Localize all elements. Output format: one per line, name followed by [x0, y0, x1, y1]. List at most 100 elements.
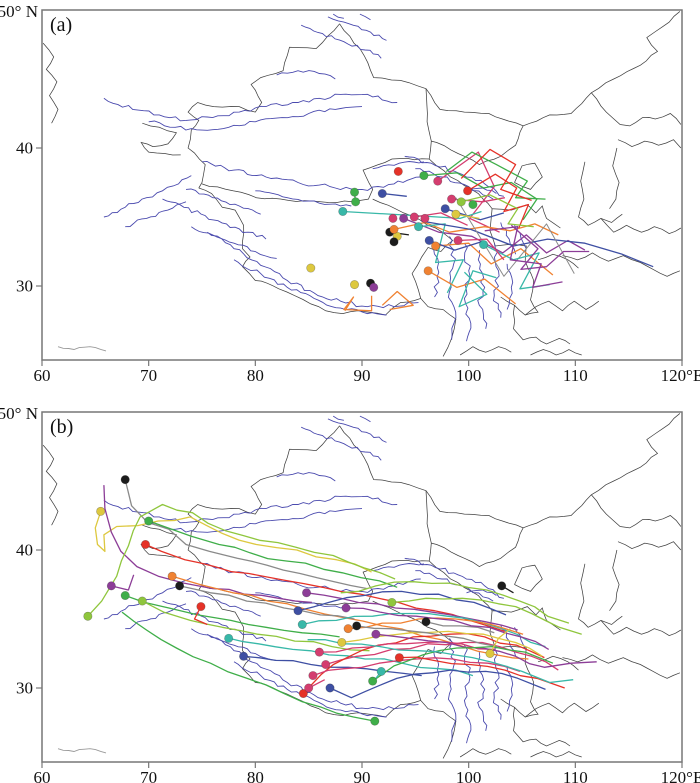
panel-map-layer — [42, 413, 682, 759]
province-border-line — [537, 655, 579, 671]
vortex-track-line — [121, 611, 375, 722]
genesis-dot — [175, 581, 185, 591]
genesis-dot — [369, 282, 379, 292]
province-border-line — [431, 527, 524, 568]
terrain-contour-line — [191, 226, 277, 259]
province-border-line — [514, 564, 543, 592]
province-border-line — [578, 563, 623, 628]
terrain-contour-line — [57, 748, 107, 754]
genesis-dot — [338, 206, 348, 216]
terrain-contour-line — [463, 644, 472, 744]
vortex-track-line — [302, 612, 546, 648]
terrain-contour-line — [433, 244, 440, 298]
axes-box — [41, 9, 683, 361]
vortex-track-line — [483, 244, 550, 290]
terrain-contour-line — [327, 16, 387, 41]
vortex-track-line — [340, 581, 570, 624]
y-axis-top-label: 50° N — [0, 2, 38, 21]
genesis-dot — [325, 683, 335, 693]
terrain-contour-line — [103, 175, 192, 218]
x-tick-label: 60 — [34, 768, 51, 783]
genesis-dot — [497, 581, 507, 591]
terrain-contour-line — [359, 13, 371, 21]
province-border-line — [372, 198, 454, 299]
terrain-contour-line — [233, 661, 387, 718]
vortex-track-line — [399, 656, 565, 689]
vortex-track-line — [421, 220, 654, 268]
vortex-track-line — [312, 657, 521, 677]
genesis-dot — [421, 617, 431, 627]
vortex-track-line — [372, 645, 554, 682]
y-tick-label: 30 — [16, 277, 33, 296]
genesis-dot — [423, 266, 433, 276]
x-tick-label: 110 — [563, 366, 588, 385]
x-tick-label: 100 — [456, 366, 482, 385]
vortex-track-line — [418, 223, 464, 294]
genesis-dot — [302, 588, 312, 598]
terrain-contour-line — [207, 231, 419, 309]
genesis-dot — [120, 475, 130, 485]
x-tick-label: 70 — [140, 366, 157, 385]
province-border-line — [492, 606, 561, 631]
genesis-dot — [308, 671, 318, 681]
genesis-dot — [387, 597, 397, 607]
genesis-dot — [414, 222, 424, 232]
genesis-dot — [431, 241, 441, 251]
terrain-contour-line — [477, 652, 488, 731]
vortex-track-line — [342, 210, 482, 220]
y-tick-label: 40 — [16, 139, 33, 158]
vortex-track-line — [461, 194, 534, 228]
vortex-track-line — [103, 485, 312, 604]
vortex-track-line — [142, 600, 370, 652]
genesis-dot — [83, 611, 93, 621]
province-border-line — [591, 494, 682, 529]
vortex-track-line — [94, 511, 372, 573]
genesis-dot — [440, 204, 450, 214]
province-border-line — [339, 11, 681, 127]
vortex-track-line — [145, 543, 506, 633]
genesis-dot — [368, 676, 378, 686]
genesis-dot — [351, 197, 361, 207]
terrain-contour-line — [125, 603, 187, 630]
province-border-line — [500, 698, 600, 718]
x-tick-label: 70 — [140, 768, 157, 783]
terrain-contour-line — [185, 188, 261, 215]
vortex-track-line — [306, 592, 518, 631]
province-border-line — [198, 187, 444, 316]
province-border-line — [600, 620, 682, 637]
genesis-dot — [393, 166, 403, 176]
terrain-contour-line — [492, 645, 502, 720]
genesis-dot — [120, 591, 130, 601]
genesis-dot — [167, 571, 177, 581]
terrain-contour-line — [506, 665, 514, 712]
vortex-track-line — [457, 238, 505, 261]
genesis-dot — [453, 235, 463, 245]
province-border-line — [600, 218, 682, 235]
vortex-track-line — [297, 590, 507, 616]
province-border-line — [530, 349, 582, 356]
vortex-track-line — [124, 594, 340, 638]
vortex-track-line — [124, 479, 368, 590]
genesis-dot — [350, 280, 360, 290]
panel-map-layer — [42, 11, 682, 357]
province-border-line — [500, 296, 600, 316]
genesis-dot — [433, 176, 443, 186]
vortex-track-line — [423, 172, 538, 221]
vortex-track-line — [325, 641, 559, 671]
genesis-dot — [137, 596, 147, 606]
province-border-line — [442, 711, 457, 759]
province-border-line — [513, 305, 571, 345]
x-tick-label: 90 — [354, 366, 371, 385]
province-border-line — [459, 346, 512, 356]
vortex-track-line — [345, 607, 550, 650]
genesis-dot — [304, 683, 314, 693]
genesis-dot — [377, 189, 387, 199]
vortex-track-line — [348, 617, 524, 635]
terrain-contour-line — [415, 168, 494, 200]
terrain-contour-line — [201, 562, 421, 593]
genesis-dot — [298, 689, 308, 699]
x-tick-label: 110 — [563, 768, 588, 783]
genesis-dot — [314, 647, 324, 657]
genesis-dot — [389, 224, 399, 234]
